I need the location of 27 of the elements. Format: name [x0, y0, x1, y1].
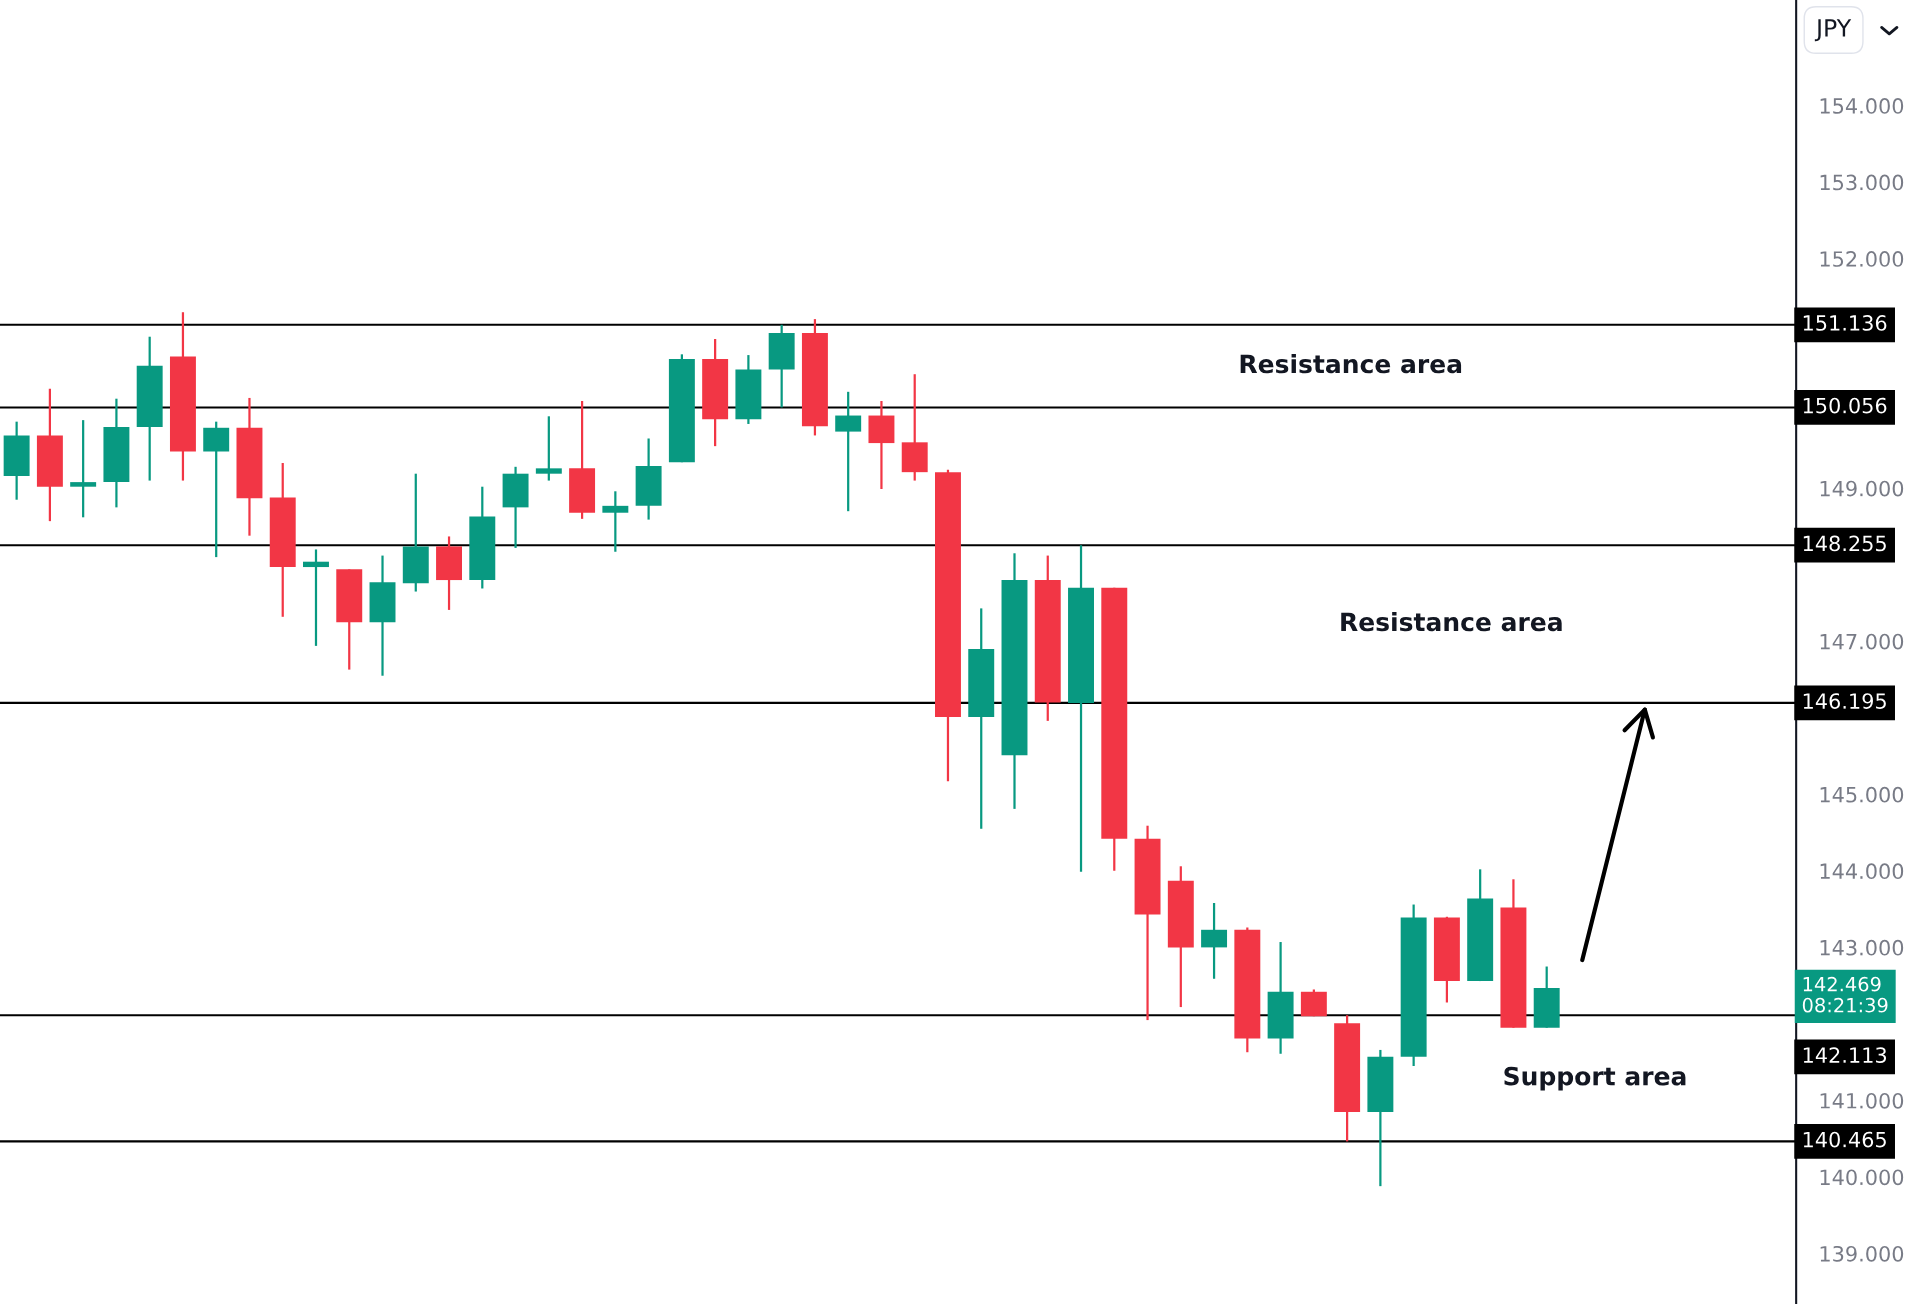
y-tick-label: 145.000 [1820, 786, 1904, 803]
y-tick-label: 139.000 [1820, 1245, 1904, 1262]
y-tick-label: 143.000 [1820, 939, 1904, 956]
text: 142.469 08:21:39 [1802, 976, 1888, 1013]
y-tick-label: 144.000 [1820, 863, 1904, 880]
candlestick [70, 419, 97, 519]
candlestick [303, 548, 329, 647]
annotation: Resistance area [1240, 354, 1462, 374]
annotation: Support area [1504, 1066, 1686, 1091]
annotation: Resistance area [1341, 611, 1562, 632]
ref-line-label: 142.113 [1803, 1047, 1887, 1063]
candlestick [835, 390, 862, 513]
ref-line-label: 148.255 [1803, 535, 1886, 552]
text: JPY [1814, 19, 1852, 42]
y-tick-label: 147.000 [1820, 633, 1904, 650]
ref-line-label: 146.195 [1803, 693, 1886, 709]
y-tick-label: 154.000 [1820, 98, 1904, 114]
y-tick-label: 141.000 [1820, 1092, 1904, 1109]
ref-line-label: 140.465 [1803, 1131, 1886, 1148]
ref-line-label: 151.136 [1803, 315, 1887, 331]
y-tick-label: 152.000 [1820, 251, 1904, 267]
y-tick-label: 140.000 [1820, 1169, 1904, 1186]
y-tick-label: 153.000 [1820, 174, 1904, 191]
ref-line-label: 150.056 [1803, 397, 1887, 414]
candlestick [602, 490, 629, 553]
y-tick-label: 149.000 [1820, 480, 1904, 497]
candlestick [535, 415, 562, 482]
